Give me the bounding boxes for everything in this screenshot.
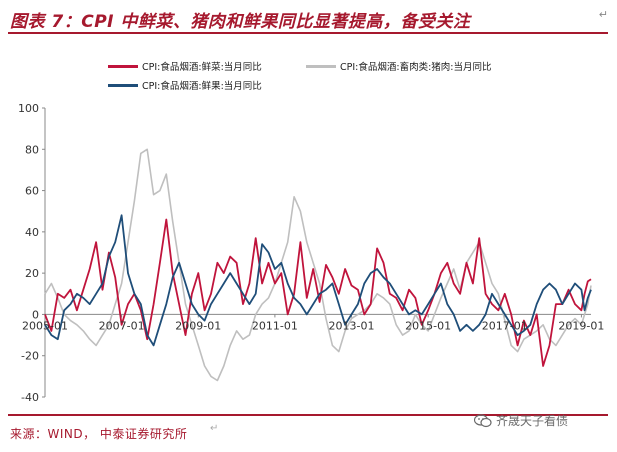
watermark-text: 齐晟天子看债 bbox=[496, 414, 569, 428]
paragraph-mark-icon: ↵ bbox=[598, 8, 608, 21]
legend-swatch-fruit bbox=[108, 83, 138, 87]
series-layer: 2005-01 2007-01 2009-01 2011-01 2013-01 2015-… bbox=[22, 148, 604, 382]
x-tick-label: 2005-01 bbox=[22, 319, 68, 332]
legend-label-vegetables: CPI:食品烟酒:鲜菜:当月同比 bbox=[142, 62, 262, 73]
wechat-icon bbox=[473, 413, 492, 428]
figure-footer: 来源：WIND， 中泰证券研究所 bbox=[8, 414, 608, 446]
source-note: 来源：WIND， 中泰证券研究所 bbox=[10, 427, 188, 441]
x-tick-label: 2015-01 bbox=[405, 319, 451, 332]
legend-label-fruit: CPI:食品烟酒:鲜果:当月同比 bbox=[142, 81, 262, 92]
y-tick-label: 40 bbox=[25, 226, 39, 239]
x-tick-label: 2019-01 bbox=[558, 319, 604, 332]
series-line-fruit bbox=[44, 214, 592, 347]
x-tick-label: 2011-01 bbox=[252, 319, 298, 332]
y-tick-label: -20 bbox=[21, 350, 39, 363]
figure-title-bar: 图表 7：CPI 中鲜菜、猪肉和鲜果同比显著提高，备受关注 ↵ bbox=[8, 4, 608, 34]
y-tick-label: 60 bbox=[25, 185, 39, 198]
legend-item-fruit: CPI:食品烟酒:鲜果:当月同比 bbox=[108, 78, 262, 92]
series-line-vegetables bbox=[44, 218, 592, 367]
legend-swatch-pork bbox=[306, 64, 336, 68]
y-tick-label: 0 bbox=[32, 308, 39, 321]
watermark: 齐晟天子看债 bbox=[473, 412, 569, 429]
legend-item-pork: CPI:食品烟酒:畜肉类:猪肉:当月同比 bbox=[306, 59, 491, 73]
chart-legend: CPI:食品烟酒:鲜菜:当月同比 CPI:食品烟酒:畜肉类:猪肉:当月同比 CP… bbox=[0, 0, 617, 100]
x-tick-label: 2017-01 bbox=[482, 319, 528, 332]
y-tick-label: 100 bbox=[18, 102, 39, 115]
legend-label-pork: CPI:食品烟酒:畜肉类:猪肉:当月同比 bbox=[340, 62, 492, 73]
legend-swatch-vegetables bbox=[108, 64, 138, 68]
footer-paragraph-mark-icon: ↵ bbox=[210, 423, 219, 434]
y-axis-ticks: -40 -20 0 20 40 60 80 100 bbox=[18, 102, 45, 404]
y-tick-label: 20 bbox=[25, 267, 39, 280]
legend-item-vegetables: CPI:食品烟酒:鲜菜:当月同比 bbox=[108, 59, 262, 73]
x-tick-label: 2007-01 bbox=[99, 319, 145, 332]
series-line-pork bbox=[44, 148, 592, 382]
x-tick-label: 2009-01 bbox=[175, 319, 221, 332]
figure-title: 图表 7：CPI 中鲜菜、猪肉和鲜果同比显著提高，备受关注 bbox=[10, 12, 471, 32]
y-tick-label: -40 bbox=[21, 391, 39, 404]
x-tick-label: 2013-01 bbox=[329, 319, 375, 332]
y-tick-label: 80 bbox=[25, 143, 39, 156]
